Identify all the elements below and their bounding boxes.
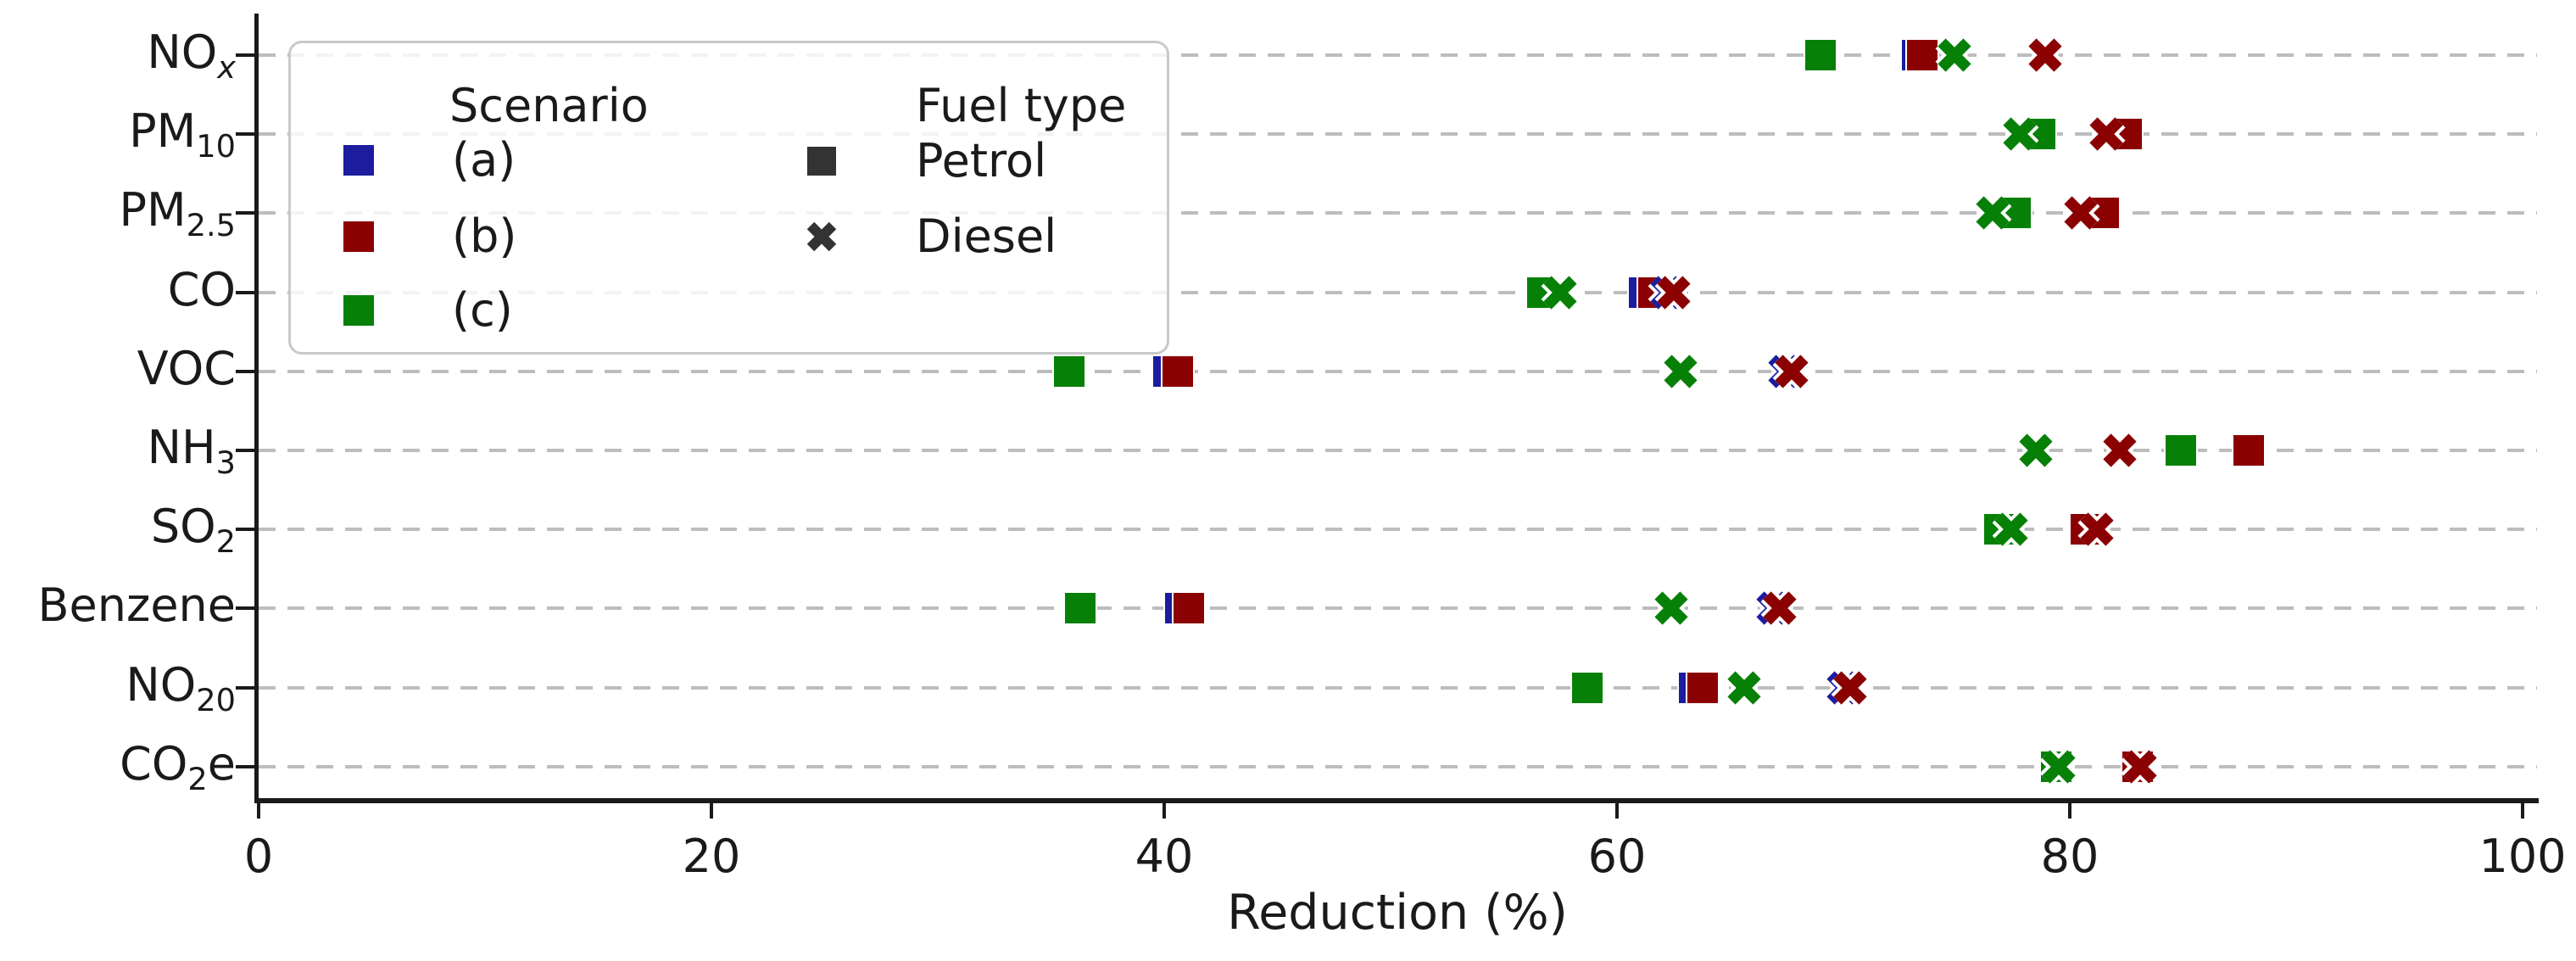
x-tick [257,800,260,819]
data-point-(c)-diesel [1725,668,1763,707]
data-point-(b)-diesel [2077,510,2116,549]
y-tick [236,764,254,768]
y-category-label: NOx [147,25,236,86]
data-point-(b)-diesel [1831,668,1870,707]
y-category-label: NO20 [125,657,236,718]
legend-label-petrol: Petrol [916,134,1047,187]
data-point-(c)-diesel [1973,193,2012,232]
data-point-(b)-diesel [2026,36,2065,75]
data-point-(b)-diesel [2087,115,2126,154]
x-tick [2521,800,2524,819]
data-point-(b)-petrol [2231,433,2266,467]
y-tick [236,211,254,215]
legend-swatch-scenario-c [343,295,374,326]
y-tick [236,369,254,373]
x-tick-label: 100 [2478,830,2567,883]
x-tick [2068,800,2071,819]
data-point-(c)-petrol [1051,354,1086,388]
legend-swatch-scenario-b [343,221,374,252]
data-point-(b)-petrol [1172,591,1207,626]
gridline [259,53,2537,57]
legend-label-scenario-c: (c) [452,283,513,337]
data-point-(b)-diesel [1772,352,1811,391]
y-tick [236,449,254,452]
data-point-(b)-diesel [2061,193,2100,232]
gridline [259,685,2537,690]
y-tick [236,290,254,294]
y-tick [236,53,254,57]
data-point-(b)-diesel [2100,431,2139,470]
x-axis-spine [254,798,2539,803]
data-point-(c)-petrol [1063,591,1098,626]
x-axis-label: Reduction (%) [1227,885,1568,941]
data-point-(c)-diesel [2016,431,2055,470]
data-point-(c)-diesel [1935,36,1974,75]
y-axis-spine [254,14,259,803]
y-category-label: PM2.5 [119,183,236,244]
data-point-(c)-petrol [1804,38,1838,72]
legend-label-scenario-b: (b) [452,210,517,263]
x-tick-label: 80 [2040,830,2099,883]
legend-swatch-scenario-a [343,145,374,176]
gridline [259,132,2537,137]
y-category-label: CO2e [120,736,236,797]
y-category-label: NH3 [147,421,236,481]
legend: Scenario Fuel type (a) (b) (c) Petrol Di… [288,41,1169,355]
data-point-(b)-diesel [1760,589,1799,628]
data-point-(c)-diesel [1652,589,1691,628]
y-category-label: CO [167,262,236,316]
data-point-(c)-petrol [1570,670,1605,705]
gridline [259,449,2537,452]
legend-label-diesel: Diesel [916,210,1057,263]
y-tick [236,132,254,137]
x-tick-label: 40 [1135,830,1194,883]
gridline [259,528,2537,532]
y-tick [236,606,254,611]
legend-scenario-title: Scenario [449,79,649,132]
data-point-(b)-petrol [1686,670,1720,705]
gridline [259,764,2537,768]
gridline [259,369,2537,373]
data-point-(c)-diesel [2039,747,2078,786]
x-tick [710,800,713,819]
y-category-label: VOC [137,341,236,395]
x-tick [1163,800,1166,819]
gridline [259,606,2537,611]
x-tick-label: 20 [682,830,741,883]
y-category-label: PM10 [129,104,236,165]
data-point-(b)-petrol [1161,354,1196,388]
data-point-(c)-diesel [2000,115,2039,154]
data-point-(b)-petrol [1905,38,1940,72]
y-category-label: Benzene [37,578,236,633]
data-point-(b)-diesel [1654,273,1693,312]
data-point-(c)-diesel [1992,510,2031,549]
legend-fuel-title: Fuel type [916,79,1127,132]
y-tick [236,528,254,532]
data-point-(c)-diesel [1541,273,1580,312]
data-point-(c)-diesel [1661,352,1700,391]
legend-petrol-square-icon [807,147,836,176]
x-tick-label: 0 [243,830,274,883]
y-tick [236,685,254,690]
legend-diesel-x-icon [806,221,837,252]
y-category-label: SO2 [150,500,236,560]
gridline [259,211,2537,215]
x-tick [1615,800,1619,819]
data-point-(b)-diesel [2121,747,2160,786]
data-point-(c)-petrol [2163,433,2198,467]
gridline [259,290,2537,294]
x-tick-label: 60 [1587,830,1647,883]
legend-label-scenario-a: (a) [452,133,516,187]
